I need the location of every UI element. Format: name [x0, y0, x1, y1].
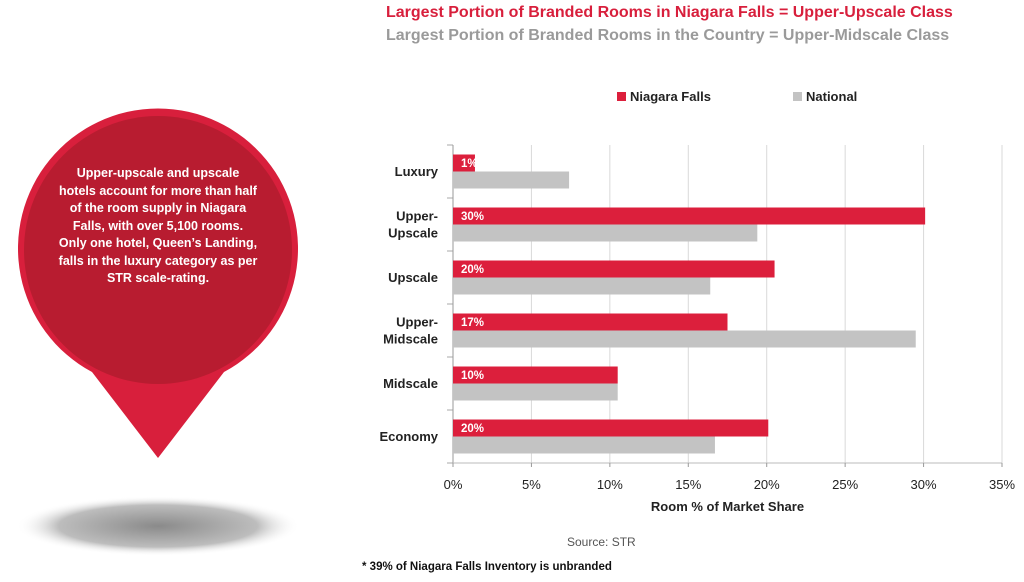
legend-label: Niagara Falls: [630, 89, 711, 104]
bar-national: [453, 278, 710, 295]
source-note: Source: STR: [567, 535, 636, 549]
bar-national: [453, 172, 569, 189]
x-tick-label: 25%: [832, 477, 858, 492]
bar-chart: 0% 5% 10% 15% 20% 25% 30% 35% Room % of Market S…: [0, 0, 1024, 582]
category-label: Midscale: [383, 332, 438, 347]
bar-value-label: 1%: [461, 158, 478, 170]
legend-label: National: [806, 89, 857, 104]
x-tick-label: 10%: [597, 477, 623, 492]
bar-national: [453, 384, 618, 401]
x-tick-label: 5%: [522, 477, 541, 492]
bar-niagara-falls: [453, 420, 768, 437]
bar-value-label: 30%: [461, 211, 484, 223]
category-label: Upscale: [388, 226, 438, 241]
bar-national: [453, 225, 757, 242]
bar-national: [453, 437, 715, 454]
bar-value-label: 20%: [461, 423, 484, 435]
category-label: Upscale: [388, 270, 438, 285]
bar-niagara-falls: [453, 261, 775, 278]
x-tick-label: 20%: [754, 477, 780, 492]
legend-swatch-niagara-falls: [617, 92, 626, 101]
bar-value-label: 20%: [461, 264, 484, 276]
legend-swatch-national: [793, 92, 802, 101]
x-axis-label: Room % of Market Share: [651, 499, 804, 514]
category-label: Upper-: [396, 209, 438, 224]
category-label: Luxury: [395, 164, 439, 179]
bar-national: [453, 331, 916, 348]
x-tick-label: 35%: [989, 477, 1015, 492]
x-tick-label: 0%: [444, 477, 463, 492]
category-label: Economy: [379, 429, 438, 444]
bar-niagara-falls: [453, 314, 728, 331]
x-tick-label: 15%: [675, 477, 701, 492]
bar-niagara-falls: [453, 208, 925, 225]
category-label: Upper-: [396, 315, 438, 330]
bar-value-label: 17%: [461, 317, 484, 329]
x-tick-label: 30%: [911, 477, 937, 492]
category-label: Midscale: [383, 376, 438, 391]
bar-value-label: 10%: [461, 370, 484, 382]
footnote: * 39% of Niagara Falls Inventory is unbr…: [362, 561, 612, 573]
